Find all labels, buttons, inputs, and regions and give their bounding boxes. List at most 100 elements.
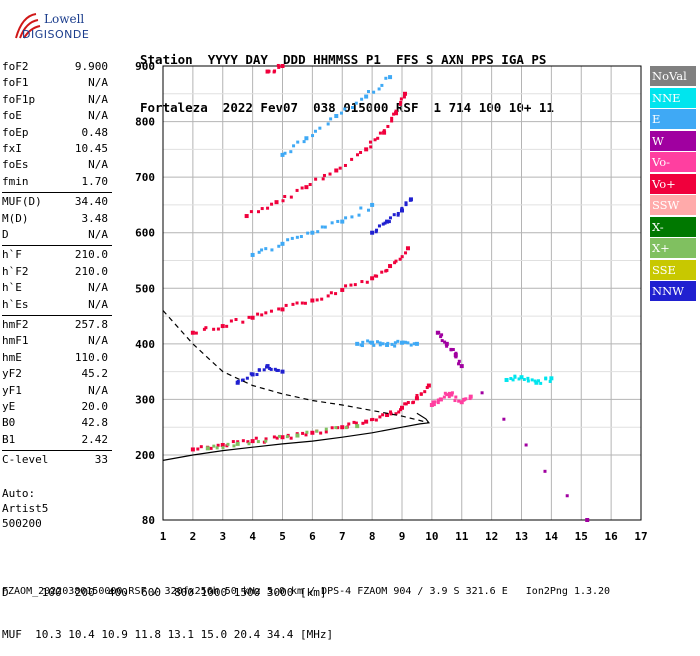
- echo-trace-dot: [374, 418, 378, 422]
- param-value: N/A: [88, 92, 108, 106]
- echo-trace-dot: [262, 368, 266, 372]
- echo-point: [370, 230, 375, 235]
- x-tick-label: 4: [249, 530, 256, 543]
- param-value: 33: [94, 453, 108, 467]
- echo-trace-dot: [394, 109, 398, 113]
- header-station-label: Station: [140, 52, 193, 67]
- autoscaling-info: Auto: Artist5 500200: [2, 486, 48, 531]
- echo-trace-dot: [260, 248, 264, 252]
- header-params-label: FFS S AXN PPS IGA PS: [395, 52, 547, 67]
- echo-trace-dot: [360, 280, 364, 284]
- echo-trace-dot: [412, 400, 416, 404]
- echo-trace-dot: [447, 395, 451, 399]
- echo-trace-dot: [289, 195, 293, 199]
- echo-point: [295, 433, 300, 438]
- echo-trace-dot: [384, 76, 388, 80]
- param-row-c-level: C-level 33: [2, 453, 108, 469]
- y-tick-label: 800: [135, 116, 155, 129]
- param-value: 1.70: [81, 174, 109, 188]
- param-row-yf1: yF1 N/A: [2, 384, 108, 400]
- param-value: 2.42: [81, 432, 109, 446]
- echo-trace-dot: [336, 219, 340, 223]
- echo-point: [304, 136, 309, 141]
- echo-trace-dot: [329, 291, 333, 295]
- param-name: foE: [2, 109, 22, 123]
- echo-trace-dot: [454, 395, 458, 399]
- echo-trace-dot: [361, 340, 365, 344]
- echo-point: [190, 447, 195, 452]
- param-row-fxi: fxI 10.45: [2, 142, 108, 158]
- digisonde-logo-mark: [15, 13, 41, 39]
- echo-trace-dot: [440, 333, 444, 337]
- echo-point: [370, 340, 375, 345]
- echo-trace-dot: [433, 400, 437, 404]
- echo-point: [414, 396, 419, 401]
- param-value: 45.2: [81, 367, 109, 381]
- param-value: 9.900: [74, 60, 108, 73]
- echo-trace-dot: [196, 447, 200, 451]
- echo-trace-dot: [387, 220, 391, 224]
- echo-point: [280, 435, 285, 440]
- echo-trace-dot: [343, 163, 347, 167]
- echo-trace-dot: [216, 443, 220, 447]
- echo-trace-dot: [326, 122, 330, 126]
- echo-trace-dot: [437, 331, 441, 335]
- echo-trace-dot: [530, 378, 534, 382]
- param-name: yF1: [2, 383, 22, 397]
- echo-point: [244, 214, 249, 219]
- header-date-value: 2022 Fev07: [222, 100, 299, 115]
- echo-point: [429, 402, 434, 407]
- echo-trace-dot: [436, 398, 440, 402]
- echo-trace-dot: [212, 327, 216, 331]
- echo-point: [340, 425, 345, 430]
- echo-trace-dot: [314, 177, 318, 181]
- echo-trace-dot: [394, 412, 398, 416]
- echo-trace-dot: [272, 435, 276, 439]
- echo-trace-dot: [457, 359, 461, 363]
- echo-trace-dot: [390, 119, 394, 123]
- echo-point: [408, 197, 413, 202]
- echo-point: [534, 380, 539, 385]
- echo-trace-dot: [295, 235, 299, 239]
- x-tick-label: 10: [425, 530, 438, 543]
- echo-trace-dot: [565, 494, 569, 498]
- echo-point: [334, 114, 339, 119]
- param-value: N/A: [88, 158, 108, 172]
- lowell-digisonde-logo: Lowell DIGISONDE: [8, 8, 89, 48]
- echo-point: [280, 64, 285, 68]
- echo-trace-dot: [406, 341, 410, 345]
- logo-text-lowell: Lowell: [44, 12, 85, 26]
- echo-trace-dot: [247, 442, 251, 446]
- echo-trace-dot: [376, 136, 380, 140]
- echo-point: [370, 202, 375, 207]
- echo-trace-dot: [292, 144, 296, 148]
- echo-trace-dot: [539, 381, 543, 385]
- echo-trace-dot: [344, 284, 348, 288]
- echo-trace-dot: [436, 401, 440, 405]
- echo-trace-dot: [378, 415, 382, 419]
- echo-trace-dot: [419, 392, 423, 396]
- echo-trace-dot: [318, 126, 322, 130]
- echo-trace-dot: [398, 257, 402, 261]
- param-row-b0: B0 42.8: [2, 416, 108, 432]
- echo-trace-dot: [373, 138, 377, 142]
- echo-trace-dot: [381, 222, 385, 226]
- echo-point: [426, 383, 431, 388]
- legend-item-ssw: SSW: [650, 195, 696, 215]
- echo-trace-dot: [393, 261, 397, 265]
- y-tick-label: 900: [135, 60, 155, 73]
- echo-trace-dot: [296, 140, 300, 144]
- echo-trace-dot: [344, 216, 348, 220]
- param-row-h-f2: h`F2 210.0: [2, 265, 108, 281]
- echo-trace-dot: [256, 440, 260, 444]
- echo-point: [394, 111, 399, 116]
- echo-trace-dot: [406, 401, 410, 405]
- echo-trace-dot: [330, 221, 334, 225]
- echo-trace-dot: [375, 340, 379, 344]
- param-value: N/A: [88, 334, 108, 348]
- legend-item-noval: NoVal: [650, 66, 696, 86]
- echo-trace-dot: [357, 213, 361, 217]
- echo-point: [310, 298, 315, 303]
- echo-trace-dot: [371, 417, 375, 421]
- echo-trace-dot: [255, 373, 259, 377]
